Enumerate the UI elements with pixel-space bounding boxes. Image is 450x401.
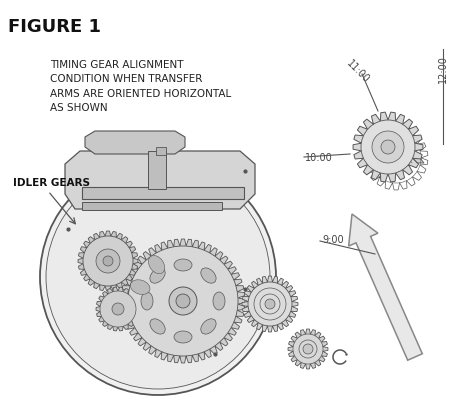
Text: FIGURE 1: FIGURE 1 (8, 18, 101, 36)
Ellipse shape (130, 280, 150, 295)
Ellipse shape (213, 292, 225, 310)
Polygon shape (96, 288, 140, 331)
Ellipse shape (150, 268, 165, 284)
Circle shape (372, 132, 404, 164)
Polygon shape (353, 113, 423, 182)
FancyArrow shape (349, 215, 422, 360)
Circle shape (100, 291, 136, 327)
Text: 9:00: 9:00 (322, 235, 344, 244)
Polygon shape (288, 329, 328, 369)
Polygon shape (360, 154, 424, 164)
Text: 10:00: 10:00 (305, 153, 333, 162)
Text: 12:00: 12:00 (438, 55, 448, 83)
Circle shape (303, 344, 313, 354)
Circle shape (361, 121, 415, 174)
Polygon shape (121, 239, 245, 363)
Circle shape (248, 282, 292, 326)
Polygon shape (85, 132, 185, 155)
Text: IDLER GEARS: IDLER GEARS (13, 178, 90, 188)
Polygon shape (78, 231, 138, 291)
Circle shape (112, 303, 124, 315)
Circle shape (96, 249, 120, 273)
FancyBboxPatch shape (82, 188, 244, 200)
Circle shape (293, 334, 323, 364)
Circle shape (176, 294, 190, 308)
FancyBboxPatch shape (148, 152, 166, 190)
Polygon shape (65, 152, 255, 209)
Ellipse shape (174, 331, 192, 343)
FancyBboxPatch shape (156, 148, 166, 156)
Circle shape (169, 287, 197, 315)
Circle shape (381, 141, 395, 155)
Ellipse shape (201, 268, 216, 284)
Circle shape (46, 166, 270, 389)
Polygon shape (242, 276, 298, 332)
Ellipse shape (150, 319, 165, 334)
Ellipse shape (141, 292, 153, 310)
Ellipse shape (201, 319, 216, 334)
Text: TIMING GEAR ALIGNMENT
CONDITION WHEN TRANSFER
ARMS ARE ORIENTED HORIZONTAL
AS SH: TIMING GEAR ALIGNMENT CONDITION WHEN TRA… (50, 60, 231, 113)
Circle shape (40, 160, 276, 395)
FancyBboxPatch shape (82, 203, 222, 211)
Text: 11:00: 11:00 (345, 58, 371, 85)
Circle shape (265, 299, 275, 309)
Ellipse shape (174, 259, 192, 271)
Ellipse shape (148, 256, 165, 274)
Circle shape (103, 256, 113, 266)
Circle shape (83, 237, 133, 286)
Circle shape (128, 246, 238, 356)
